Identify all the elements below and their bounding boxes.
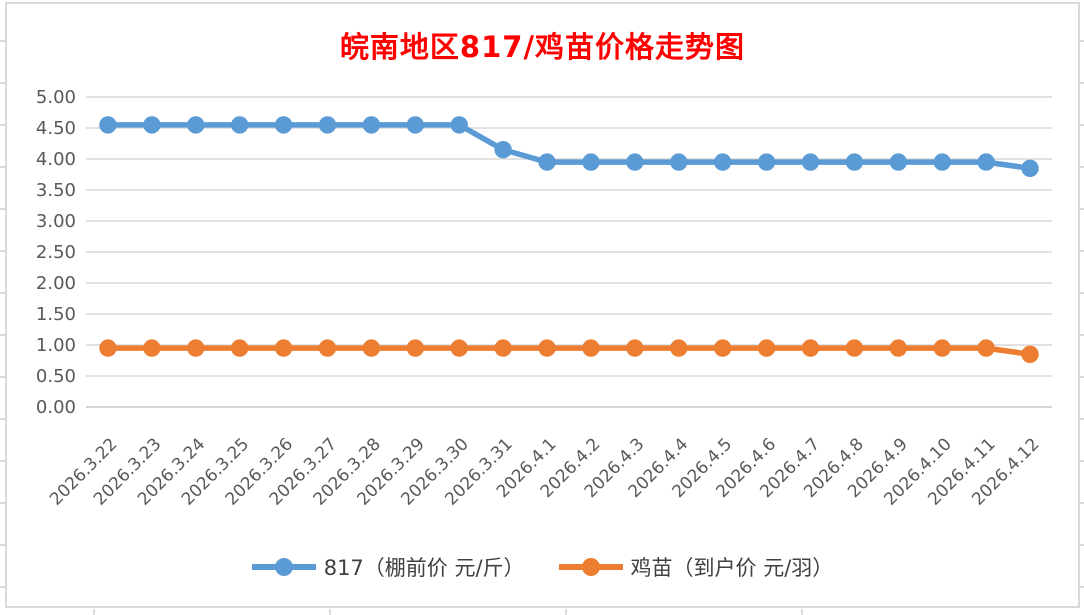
legend-marker-jimiao (581, 558, 600, 576)
series-line-0[interactable] (105, 122, 1033, 172)
worksheet-edge-right (1080, 0, 1084, 615)
data-point-0-10[interactable] (538, 153, 556, 171)
data-point-1-3[interactable] (230, 339, 249, 357)
data-point-1-8[interactable] (450, 339, 468, 357)
data-point-1-19[interactable] (933, 339, 951, 357)
y-axis-tick-label: 5.00 (36, 87, 76, 108)
data-point-0-14[interactable] (713, 153, 732, 171)
data-point-1-21[interactable] (1021, 345, 1039, 363)
chart-frame[interactable]: 皖南地区817/鸡苗价格走势图 0.00 0.50 1.00 1.50 2.00 2.50… (5, 2, 1080, 608)
data-point-1-11[interactable] (582, 339, 600, 357)
legend-item-jimiao[interactable]: 鸡苗（到户价 元/羽） (558, 552, 834, 582)
data-point-0-16[interactable] (801, 153, 820, 171)
data-point-0-12[interactable] (626, 153, 644, 171)
data-point-1-6[interactable] (362, 339, 381, 357)
data-point-0-5[interactable] (318, 116, 337, 134)
data-point-0-18[interactable] (889, 153, 908, 171)
data-point-1-0[interactable] (99, 339, 117, 357)
data-point-0-21[interactable] (1021, 159, 1039, 177)
chart-legend: 817（棚前价 元/斤） 鸡苗（到户价 元/羽） (7, 552, 1078, 582)
data-point-1-4[interactable] (274, 339, 293, 357)
data-point-1-13[interactable] (670, 339, 688, 357)
data-point-1-14[interactable] (713, 339, 732, 357)
data-point-1-10[interactable] (538, 339, 556, 357)
y-axis-tick-label: 0.00 (36, 397, 76, 418)
legend-swatch-jimiao (558, 558, 623, 576)
data-point-1-7[interactable] (406, 339, 425, 357)
data-point-0-13[interactable] (670, 153, 688, 171)
y-axis-tick-label: 3.50 (36, 180, 76, 201)
y-axis-tick-label: 3.00 (36, 211, 76, 232)
y-axis-tick-label: 1.50 (36, 304, 76, 325)
y-axis-tick-label: 0.50 (36, 366, 76, 387)
data-point-1-18[interactable] (889, 339, 908, 357)
worksheet-edge-bottom (0, 609, 1084, 615)
y-axis-tick-label: 2.00 (36, 273, 76, 294)
legend-marker-817 (274, 558, 293, 576)
data-point-0-1[interactable] (143, 116, 161, 134)
data-point-1-9[interactable] (494, 339, 512, 357)
worksheet-edge-left (0, 0, 5, 615)
series-line-1[interactable] (105, 345, 1033, 358)
data-point-1-15[interactable] (757, 339, 776, 357)
data-point-1-12[interactable] (626, 339, 644, 357)
data-point-0-6[interactable] (362, 116, 381, 134)
data-point-0-2[interactable] (187, 116, 205, 134)
data-point-0-17[interactable] (845, 153, 864, 171)
data-point-1-5[interactable] (318, 339, 337, 357)
y-axis-tick-label: 1.00 (36, 335, 76, 356)
y-axis-tick-label: 4.00 (36, 149, 76, 170)
legend-label-jimiao: 鸡苗（到户价 元/羽） (630, 556, 834, 580)
y-axis-tick-label: 4.50 (36, 118, 76, 139)
data-point-1-16[interactable] (801, 339, 820, 357)
legend-label-817: 817（棚前价 元/斤） (323, 556, 525, 580)
data-point-0-9[interactable] (494, 141, 512, 159)
data-point-1-2[interactable] (187, 339, 205, 357)
data-point-0-15[interactable] (757, 153, 776, 171)
y-axis-tick-label: 2.50 (36, 242, 76, 263)
data-point-0-8[interactable] (450, 116, 468, 134)
data-point-0-4[interactable] (274, 116, 293, 134)
chart-title: 皖南地区817/鸡苗价格走势图 (339, 30, 746, 64)
data-point-0-20[interactable] (977, 153, 995, 171)
data-point-0-3[interactable] (230, 116, 249, 134)
data-point-1-1[interactable] (143, 339, 161, 357)
data-point-0-7[interactable] (406, 116, 425, 134)
legend-swatch-817 (251, 558, 316, 576)
data-point-1-20[interactable] (977, 339, 995, 357)
data-point-1-17[interactable] (845, 339, 864, 357)
data-point-0-0[interactable] (99, 116, 117, 134)
data-point-0-19[interactable] (933, 153, 951, 171)
legend-item-817[interactable]: 817（棚前价 元/斤） (251, 552, 525, 582)
data-point-0-11[interactable] (582, 153, 600, 171)
